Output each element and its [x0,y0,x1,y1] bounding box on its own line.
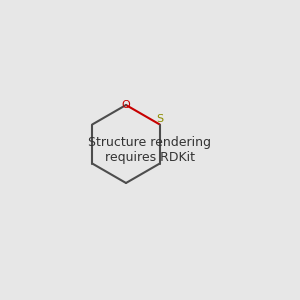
Text: Structure rendering
requires RDKit: Structure rendering requires RDKit [88,136,212,164]
Text: S: S [156,113,163,124]
Text: O: O [122,100,130,110]
